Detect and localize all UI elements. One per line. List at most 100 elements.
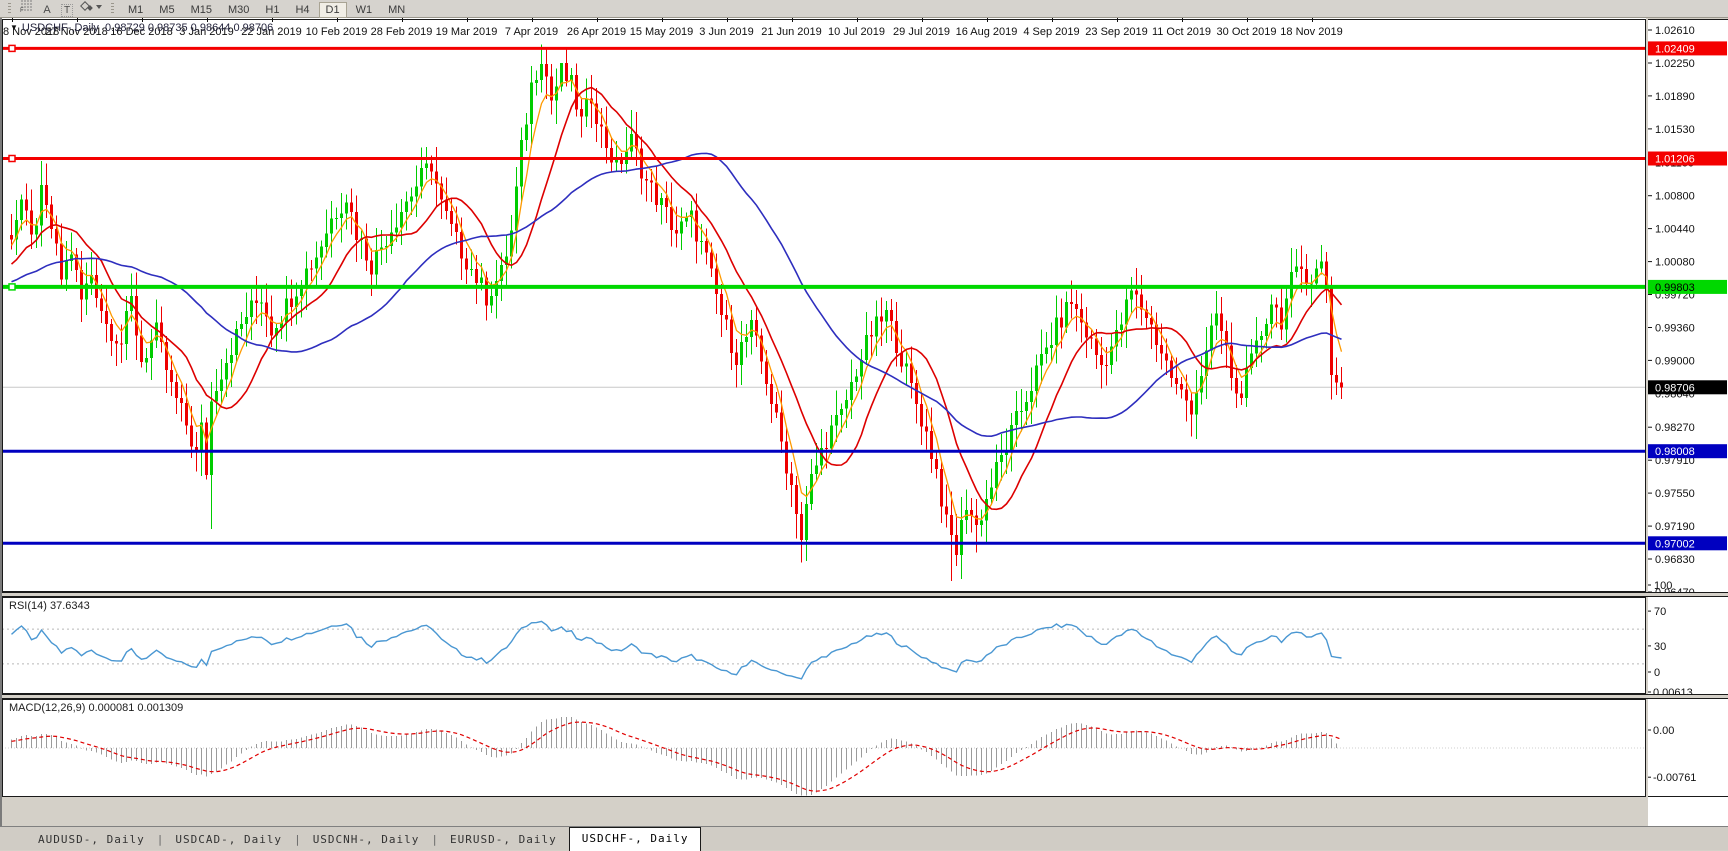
chart-window: ▼ USDCHF-,Daily 0.98729 0.98735 0.98644 0… <box>0 18 1728 826</box>
tab-separator: | <box>156 833 164 846</box>
svg-text:0.99360: 0.99360 <box>1655 323 1695 335</box>
panel-splitter-macd[interactable] <box>2 694 1728 699</box>
chart-tab-audusd[interactable]: AUDUSD-, Daily <box>38 833 145 846</box>
chart-tab-usdchf[interactable]: USDCHF-, Daily <box>568 827 702 851</box>
rsi-line <box>11 620 1342 680</box>
svg-text:1.02409: 1.02409 <box>1655 43 1695 55</box>
timeframe-button-M30[interactable]: M30 <box>227 3 250 16</box>
price-badge-1.01206 <box>1648 151 1727 166</box>
timeframe-button-H4[interactable]: H4 <box>295 3 310 16</box>
date-label: 4 Sep 2019 <box>1023 26 1080 38</box>
svg-text:0: 0 <box>1654 667 1660 679</box>
macd-label: MACD(12,26,9) 0.000081 0.001309 <box>9 702 184 714</box>
svg-text:0.98008: 0.98008 <box>1655 446 1695 458</box>
svg-text:0.96830: 0.96830 <box>1655 554 1695 566</box>
main-price-chart[interactable] <box>2 19 1646 592</box>
chart-ohlc-values: 0.98729 0.98735 0.98644 0.98706 <box>105 22 274 34</box>
price-axis-column[interactable]: 1.026101.022501.018901.015301.011601.008… <box>1648 19 1728 826</box>
timeframe-buttons-group: M1 M5 M15 M30 H1 H4 D1 W1 MN <box>120 0 413 18</box>
timeframe-button-M15[interactable]: M15 <box>190 3 212 16</box>
date-label: 27 Nov 2018 <box>45 26 108 38</box>
price-badge-1.02409 <box>1648 41 1727 56</box>
svg-text:1.00080: 1.00080 <box>1655 257 1695 269</box>
svg-text:-0.00761: -0.00761 <box>1653 772 1696 784</box>
date-label: 26 Apr 2019 <box>566 26 627 38</box>
date-label: 16 Aug 2019 <box>955 26 1018 38</box>
macd-signal-line <box>11 721 1342 792</box>
rsi-indicator-panel[interactable]: RSI(14) 37.6343 <box>2 597 1646 694</box>
price-badge-0.98706 <box>1648 380 1727 395</box>
ma-ema5-line <box>10 79 1343 520</box>
timeframe-button-D1[interactable]: D1 <box>318 1 347 18</box>
text-box-icon[interactable]: T <box>58 3 76 18</box>
svg-text:1.01530: 1.01530 <box>1655 124 1695 136</box>
svg-text:0.98270: 0.98270 <box>1655 422 1695 434</box>
date-label: 15 May 2019 <box>629 26 694 38</box>
chart-tab-bar: AUDUSD-, Daily | USDCAD-, Daily | USDCNH-, D… <box>0 826 1728 851</box>
price-badge-0.98008 <box>1648 444 1727 459</box>
svg-text:0.98706: 0.98706 <box>1655 382 1695 394</box>
chart-tab-eurusd[interactable]: EURUSD-, Daily <box>450 833 557 846</box>
svg-text:100: 100 <box>1654 580 1672 592</box>
chart-tab-usdcad[interactable]: USDCAD-, Daily <box>175 833 283 846</box>
toolbar-drag-handle[interactable] <box>8 2 11 15</box>
chart-title: ▼ USDCHF-,Daily 0.98729 0.98735 0.98644 0… <box>10 22 273 34</box>
svg-text:0.99803: 0.99803 <box>1655 282 1695 294</box>
text-label-icon[interactable]: A <box>43 4 51 17</box>
svg-text:0.00: 0.00 <box>1653 725 1674 737</box>
macd-histogram <box>11 716 1342 796</box>
date-label: 8 Nov 2018 <box>3 26 60 38</box>
svg-text:30: 30 <box>1654 641 1666 653</box>
svg-text:0.97190: 0.97190 <box>1655 521 1695 533</box>
date-label: 18 Nov 2019 <box>1280 26 1343 38</box>
date-label: 3 Jun 2019 <box>699 26 754 38</box>
date-label: 22 Jan 2019 <box>241 26 302 38</box>
candles <box>10 44 1343 581</box>
date-label: 28 Feb 2019 <box>370 26 433 38</box>
chart-symbol-label: USDCHF-,Daily <box>21 22 99 34</box>
svg-text:1.02610: 1.02610 <box>1655 25 1695 37</box>
timeframe-button-M1[interactable]: M1 <box>128 3 144 16</box>
svg-text:0.99000: 0.99000 <box>1655 355 1695 367</box>
grid-f-icon[interactable]: F <box>18 0 36 14</box>
macd-indicator-panel[interactable]: MACD(12,26,9) 0.000081 0.001309 <box>2 699 1646 797</box>
svg-text:0.97550: 0.97550 <box>1655 488 1695 500</box>
chart-tab-usdcnh[interactable]: USDCNH-, Daily <box>312 833 420 846</box>
date-label: 16 Dec 2018 <box>110 26 173 38</box>
svg-text:0.97002: 0.97002 <box>1655 538 1695 550</box>
price-badge-0.97002 <box>1648 536 1727 551</box>
date-label: 19 Mar 2019 <box>435 26 498 38</box>
date-label: 23 Sep 2019 <box>1085 26 1148 38</box>
date-label: 21 Jun 2019 <box>761 26 822 38</box>
ma-sma40-line <box>11 152 1342 438</box>
date-label: 10 Feb 2019 <box>305 26 368 38</box>
ma-sma13-line <box>10 86 1343 511</box>
svg-text:1.00800: 1.00800 <box>1655 191 1695 203</box>
collapse-triangle-icon[interactable]: ▼ <box>10 23 18 32</box>
tab-separator: | <box>294 833 301 846</box>
svg-text:1.01206: 1.01206 <box>1655 154 1695 166</box>
svg-text:1.00440: 1.00440 <box>1655 224 1695 236</box>
svg-text:70: 70 <box>1654 606 1666 618</box>
date-label: 29 Jul 2019 <box>893 26 950 38</box>
price-badge-0.99803 <box>1648 279 1727 294</box>
date-label: 7 Apr 2019 <box>504 26 559 38</box>
date-label: 10 Jul 2019 <box>828 26 885 38</box>
timeframe-button-H1[interactable]: H1 <box>265 3 280 16</box>
timeframe-button-M5[interactable]: M5 <box>159 3 175 16</box>
panel-splitter-rsi[interactable] <box>2 592 1728 597</box>
svg-text:1.01890: 1.01890 <box>1655 91 1695 103</box>
svg-text:F: F <box>20 8 24 13</box>
timeframe-button-W1[interactable]: W1 <box>355 3 373 16</box>
tab-separator: | <box>431 833 439 846</box>
shapes-icon[interactable] <box>78 0 102 14</box>
svg-text:1.02250: 1.02250 <box>1655 58 1695 70</box>
date-label: 30 Oct 2019 <box>1216 26 1277 38</box>
date-label: 3 Jan 2019 <box>179 26 234 38</box>
timeframe-toolbar-drag-handle[interactable] <box>111 2 114 15</box>
rsi-label: RSI(14) 37.6343 <box>9 600 90 612</box>
timeframe-button-MN[interactable]: MN <box>388 3 406 16</box>
date-label: 11 Oct 2019 <box>1151 26 1212 38</box>
